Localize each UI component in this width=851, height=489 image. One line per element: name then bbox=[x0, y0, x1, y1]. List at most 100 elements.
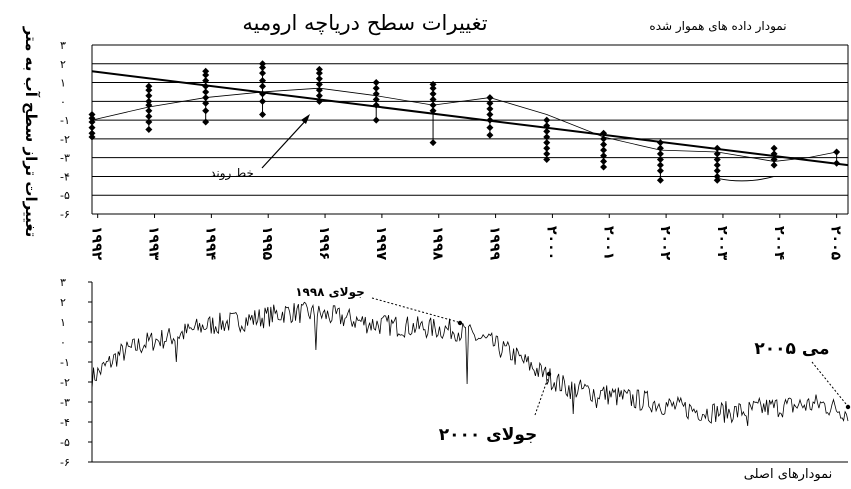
data-point bbox=[486, 99, 494, 107]
data-point bbox=[770, 144, 778, 152]
y-tick-label: ۲ bbox=[60, 296, 66, 309]
data-point bbox=[315, 80, 323, 88]
data-point bbox=[88, 110, 96, 118]
data-point bbox=[145, 82, 153, 90]
data-point bbox=[145, 92, 153, 100]
y-tick-label: ۳ bbox=[60, 276, 66, 289]
y-tick-label: -۶ bbox=[60, 456, 70, 469]
x-tick-label: ۲۰۰۱ bbox=[600, 226, 616, 260]
data-point bbox=[713, 176, 721, 184]
y-tick-label: -۱ bbox=[60, 356, 70, 369]
data-point bbox=[600, 146, 608, 154]
trend-arrowhead bbox=[301, 114, 310, 124]
data-point bbox=[202, 107, 210, 115]
data-point bbox=[600, 135, 608, 143]
data-point bbox=[713, 156, 721, 164]
data-point bbox=[315, 86, 323, 94]
data-point bbox=[656, 156, 664, 164]
data-point bbox=[372, 95, 380, 103]
data-point bbox=[486, 94, 494, 102]
data-point bbox=[429, 101, 437, 109]
data-point bbox=[833, 148, 841, 156]
data-point bbox=[372, 84, 380, 92]
y-tick-label: -۲ bbox=[60, 133, 70, 146]
data-point bbox=[656, 150, 664, 158]
x-tick-label: ۱۹۹۳ bbox=[146, 226, 162, 261]
data-point bbox=[315, 69, 323, 77]
data-point bbox=[600, 163, 608, 171]
y-tick-label: -۵ bbox=[60, 436, 70, 449]
data-point bbox=[600, 157, 608, 165]
x-tick-label: ۲۰۰۵ bbox=[828, 226, 844, 261]
data-point bbox=[543, 144, 551, 152]
arrow-july-2000 bbox=[534, 377, 549, 416]
data-point bbox=[656, 161, 664, 169]
x-tick-label: ۱۹۹۲ bbox=[89, 226, 105, 261]
data-point bbox=[429, 90, 437, 98]
y-tick-label: -۶ bbox=[60, 208, 70, 221]
data-point bbox=[372, 90, 380, 98]
data-point bbox=[259, 69, 267, 77]
data-point bbox=[486, 110, 494, 118]
x-tick-label: ۱۹۹۴ bbox=[202, 226, 218, 261]
data-point bbox=[770, 156, 778, 164]
top-chart-ylabel: تغییرات تراز سطح آب به متر bbox=[22, 26, 40, 238]
data-point bbox=[259, 77, 267, 85]
x-tick-label: ۲۰۰۰ bbox=[543, 226, 559, 260]
data-point bbox=[259, 110, 267, 118]
data-point bbox=[543, 127, 551, 135]
data-point bbox=[202, 99, 210, 107]
arrow-july-1998-head bbox=[457, 320, 463, 326]
trend-arrow bbox=[261, 117, 309, 169]
data-point bbox=[543, 139, 551, 147]
y-tick-label: -۴ bbox=[60, 416, 70, 429]
trend-annotation: خط روند bbox=[210, 166, 254, 181]
data-point bbox=[315, 75, 323, 83]
data-point bbox=[713, 167, 721, 175]
y-tick-label: -۱ bbox=[60, 114, 70, 127]
data-point bbox=[145, 112, 153, 120]
y-tick-label: ۱ bbox=[60, 77, 66, 90]
y-tick-label: -۲ bbox=[60, 376, 70, 389]
data-point bbox=[713, 150, 721, 158]
data-point bbox=[202, 77, 210, 85]
data-point bbox=[202, 118, 210, 126]
data-point bbox=[656, 144, 664, 152]
annotation-july-1998: جولای ۱۹۹۸ bbox=[295, 285, 365, 300]
data-point bbox=[770, 161, 778, 169]
y-tick-label: ۳ bbox=[60, 39, 66, 52]
x-tick-label: ۱۹۹۶ bbox=[316, 226, 332, 260]
y-tick-label: ۰ bbox=[60, 336, 66, 349]
data-point bbox=[372, 116, 380, 124]
x-tick-label: ۱۹۹۸ bbox=[430, 226, 446, 261]
data-point bbox=[88, 129, 96, 137]
data-point bbox=[259, 64, 267, 72]
data-point bbox=[429, 84, 437, 92]
data-point bbox=[202, 88, 210, 96]
data-point bbox=[145, 101, 153, 109]
data-point bbox=[88, 124, 96, 132]
annotation-may-2005: می ۲۰۰۵ bbox=[754, 339, 829, 359]
data-point bbox=[429, 139, 437, 147]
data-point bbox=[600, 152, 608, 160]
y-tick-label: -۵ bbox=[60, 189, 70, 202]
data-point bbox=[486, 105, 494, 113]
data-point bbox=[88, 118, 96, 126]
lower-loop bbox=[717, 175, 775, 182]
data-point bbox=[145, 118, 153, 126]
arrow-july-1998 bbox=[371, 297, 459, 323]
x-tick-label: ۲۰۰۳ bbox=[714, 226, 730, 261]
x-tick-label: ۲۰۰۲ bbox=[657, 226, 673, 261]
data-point bbox=[88, 133, 96, 141]
data-point bbox=[259, 82, 267, 90]
data-point bbox=[145, 97, 153, 105]
data-point bbox=[259, 97, 267, 105]
data-point bbox=[202, 94, 210, 102]
y-tick-label: -۳ bbox=[60, 152, 70, 165]
level-series bbox=[91, 301, 849, 427]
data-point bbox=[145, 86, 153, 94]
data-point bbox=[429, 95, 437, 103]
x-tick-label: ۲۰۰۴ bbox=[771, 226, 787, 261]
y-tick-label: -۳ bbox=[60, 396, 70, 409]
